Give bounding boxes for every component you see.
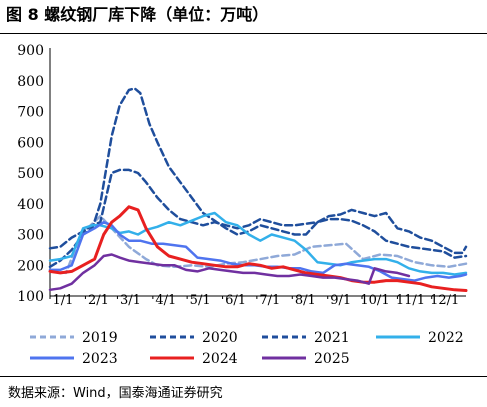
x-tick-label: 11/1: [396, 293, 425, 308]
series-line-2024: [48, 205, 468, 292]
legend-label-2020: 2020: [202, 330, 238, 346]
line-chart: 100 200 300 400 500 600 700 800 900 1/1 2/1 3/1 4/1 5…: [17, 43, 468, 367]
x-tick-label: 3/1: [120, 293, 141, 308]
x-tick-label: 6/1: [225, 293, 246, 308]
legend-label-2023: 2023: [82, 351, 118, 367]
legend-label-2022: 2022: [428, 330, 464, 346]
y-tick-label: 300: [17, 228, 44, 244]
y-tick-label: 900: [17, 43, 44, 59]
legend-label-2021: 2021: [314, 330, 350, 346]
y-tick-label: 600: [17, 135, 44, 151]
y-tick-label: 400: [17, 197, 44, 213]
series-line-2021: [48, 168, 468, 255]
title-divider: [0, 33, 487, 34]
series-line-2025: [48, 253, 411, 292]
y-tick-label: 800: [17, 74, 44, 90]
legend-label-2024: 2024: [202, 351, 238, 367]
x-tick-label: 8/1: [295, 293, 316, 308]
x-tick-label: 1/1: [53, 293, 74, 308]
x-tick-label: 9/1: [330, 293, 351, 308]
x-tick-label: 2/1: [88, 293, 109, 308]
x-tick-label: 5/1: [190, 293, 211, 308]
source-divider: [0, 376, 487, 377]
y-tick-label: 500: [17, 166, 44, 182]
series-line-2023: [48, 220, 468, 282]
x-tick-label: 10/1: [360, 293, 389, 308]
x-tick-label: 7/1: [259, 293, 280, 308]
series-line-2020: [48, 87, 468, 269]
legend-label-2019: 2019: [82, 330, 118, 346]
y-tick-label: 100: [17, 289, 44, 305]
figure-title: 图 8 螺纹钢厂库下降（单位：万吨）: [6, 5, 269, 24]
y-tick-label: 200: [17, 258, 44, 274]
legend-label-2025: 2025: [314, 351, 350, 367]
x-tick-label: 4/1: [155, 293, 176, 308]
source-note: 数据来源：Wind，国泰海通证券研究: [8, 386, 223, 401]
y-tick-label: 700: [17, 105, 44, 121]
x-tick-label: 12/1: [430, 293, 459, 308]
